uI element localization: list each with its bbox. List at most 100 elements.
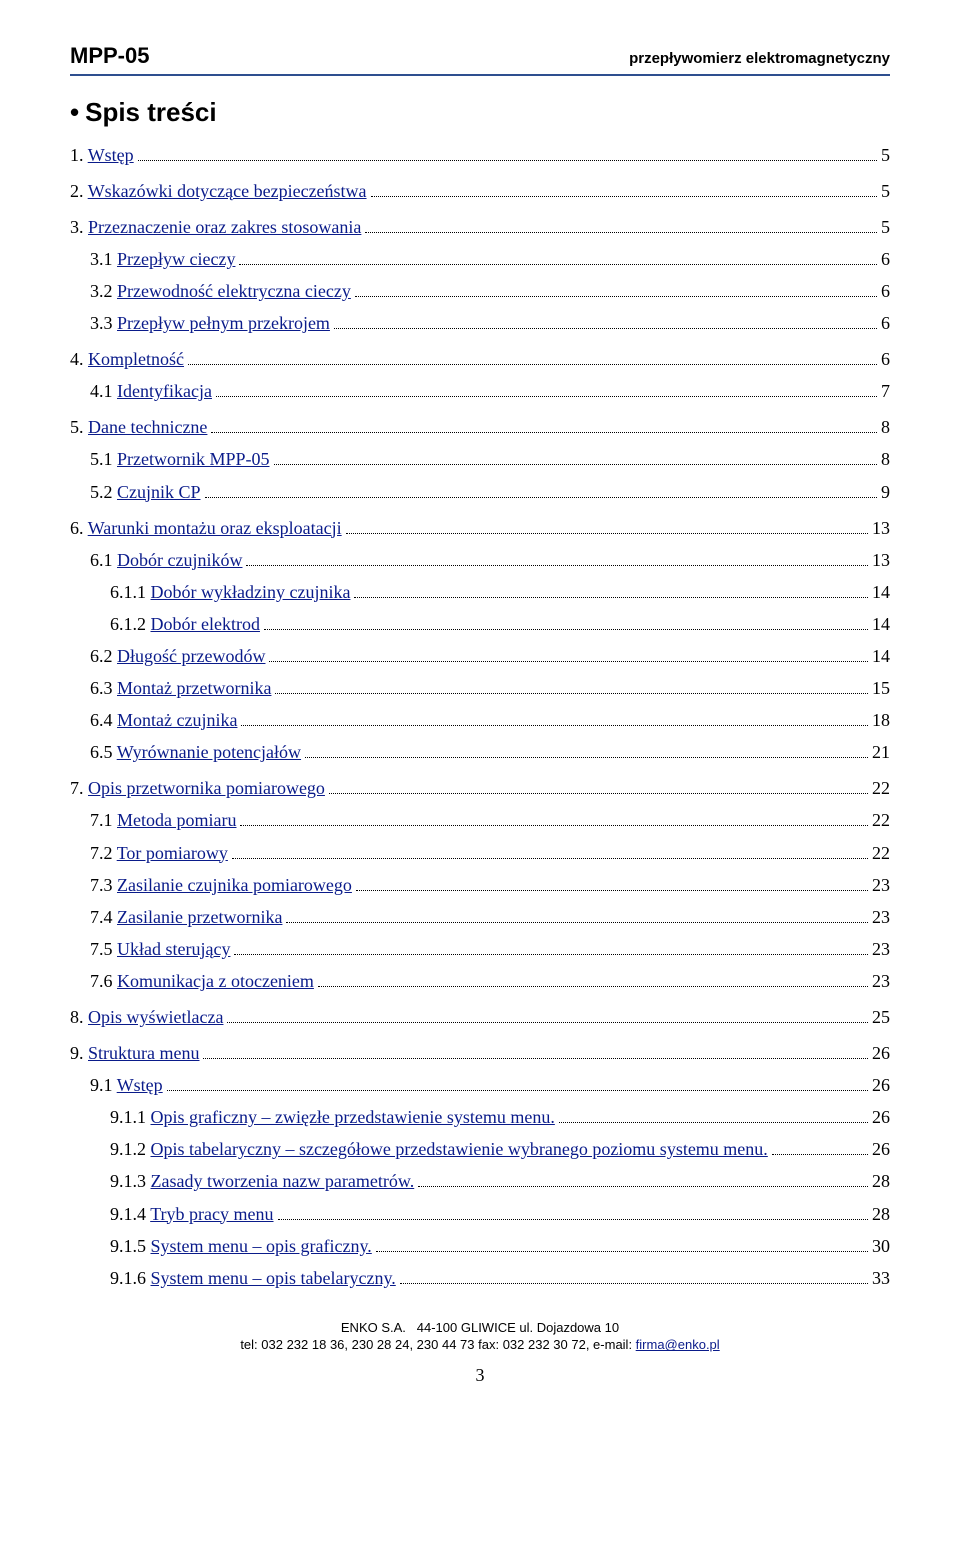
toc-page-number: 8: [881, 446, 890, 472]
toc-entry[interactable]: 9.1.5 System menu – opis graficzny.: [110, 1233, 372, 1259]
toc-row: 7.2 Tor pomiarowy22: [90, 840, 890, 866]
toc-heading-text: Spis treści: [85, 97, 217, 127]
toc-entry[interactable]: 7.3 Zasilanie czujnika pomiarowego: [90, 872, 352, 898]
footer-email-link[interactable]: firma@enko.pl: [636, 1337, 720, 1352]
toc-entry[interactable]: 1. Wstęp: [70, 142, 134, 168]
toc-entry-title[interactable]: Opis przetwornika pomiarowego: [88, 778, 325, 798]
toc-entry-title[interactable]: Komunikacja z otoczeniem: [117, 971, 314, 991]
toc-page-number: 7: [881, 378, 890, 404]
toc-entry-title[interactable]: Wstęp: [88, 145, 134, 165]
toc-entry[interactable]: 6. Warunki montażu oraz eksploatacji: [70, 515, 342, 541]
toc-entry[interactable]: 9.1 Wstęp: [90, 1072, 163, 1098]
toc-entry[interactable]: 9.1.3 Zasady tworzenia nazw parametrów.: [110, 1168, 414, 1194]
toc-page-number: 5: [881, 142, 890, 168]
toc-entry-title[interactable]: Dobór elektrod: [151, 614, 260, 634]
toc-leader-dots: [418, 1171, 868, 1187]
toc-entry-title[interactable]: Identyfikacja: [117, 381, 212, 401]
toc-entry-number: 9.1.4: [110, 1204, 150, 1224]
toc-entry-title[interactable]: Układ sterujący: [117, 939, 230, 959]
toc-entry-title[interactable]: Metoda pomiaru: [117, 810, 236, 830]
toc-entry-title[interactable]: Montaż czujnika: [117, 710, 237, 730]
toc-entry-number: 9.: [70, 1043, 88, 1063]
toc-entry[interactable]: 4. Kompletność: [70, 346, 184, 372]
toc-entry[interactable]: 7.6 Komunikacja z otoczeniem: [90, 968, 314, 994]
toc-entry[interactable]: 9.1.1 Opis graficzny – zwięzłe przedstaw…: [110, 1104, 555, 1130]
toc-entry-title[interactable]: Przepływ cieczy: [117, 249, 235, 269]
toc-entry-title[interactable]: Struktura menu: [88, 1043, 199, 1063]
toc-row: 3.2 Przewodność elektryczna cieczy6: [90, 278, 890, 304]
toc-entry-title[interactable]: Warunki montażu oraz eksploatacji: [88, 518, 342, 538]
toc-list: 1. Wstęp 5 2. Wskazówki dotyczące bezpiec…: [70, 142, 890, 1291]
toc-leader-dots: [241, 710, 868, 726]
toc-entry-title[interactable]: Dane techniczne: [88, 417, 207, 437]
toc-leader-dots: [346, 517, 868, 533]
toc-leader-dots: [246, 550, 868, 566]
toc-entry[interactable]: 2. Wskazówki dotyczące bezpieczeństwa: [70, 178, 367, 204]
toc-entry[interactable]: 3.1 Przepływ cieczy: [90, 246, 235, 272]
toc-entry-title[interactable]: Opis tabelaryczny – szczegółowe przedsta…: [151, 1139, 768, 1159]
toc-entry-title[interactable]: Opis wyświetlacza: [88, 1007, 223, 1027]
toc-entry-number: 4.1: [90, 381, 117, 401]
toc-entry-number: 7.5: [90, 939, 117, 959]
toc-entry[interactable]: 7.5 Układ sterujący: [90, 936, 230, 962]
toc-entry[interactable]: 9.1.4 Tryb pracy menu: [110, 1201, 274, 1227]
toc-entry[interactable]: 6.4 Montaż czujnika: [90, 707, 237, 733]
toc-row: 3.1 Przepływ cieczy6: [90, 246, 890, 272]
toc-entry-title[interactable]: Zasilanie przetwornika: [117, 907, 282, 927]
toc-entry-title[interactable]: Długość przewodów: [117, 646, 265, 666]
toc-entry[interactable]: 6.3 Montaż przetwornika: [90, 675, 271, 701]
toc-entry[interactable]: 9. Struktura menu: [70, 1040, 199, 1066]
toc-entry-title[interactable]: Tryb pracy menu: [150, 1204, 273, 1224]
toc-entry[interactable]: 9.1.2 Opis tabelaryczny – szczegółowe pr…: [110, 1136, 768, 1162]
toc-entry-title[interactable]: Montaż przetwornika: [117, 678, 271, 698]
toc-leader-dots: [234, 939, 868, 955]
toc-entry[interactable]: 9.1.6 System menu – opis tabelaryczny.: [110, 1265, 396, 1291]
toc-entry-title[interactable]: Przewodność elektryczna cieczy: [117, 281, 351, 301]
toc-row: 9.1.2 Opis tabelaryczny – szczegółowe pr…: [110, 1136, 890, 1162]
toc-row: 7. Opis przetwornika pomiarowego 22: [70, 775, 890, 801]
toc-entry[interactable]: 7.1 Metoda pomiaru: [90, 807, 236, 833]
toc-entry-title[interactable]: Zasady tworzenia nazw parametrów.: [151, 1171, 415, 1191]
toc-row: 6.3 Montaż przetwornika15: [90, 675, 890, 701]
toc-entry-title[interactable]: Dobór wykładziny czujnika: [151, 582, 351, 602]
toc-entry[interactable]: 4.1 Identyfikacja: [90, 378, 212, 404]
toc-entry[interactable]: 6.1 Dobór czujników: [90, 547, 242, 573]
toc-entry[interactable]: 5.1 Przetwornik MPP-05: [90, 446, 270, 472]
toc-entry[interactable]: 6.5 Wyrównanie potencjałów: [90, 739, 301, 765]
toc-entry-title[interactable]: System menu – opis tabelaryczny.: [151, 1268, 396, 1288]
toc-entry-number: 8.: [70, 1007, 88, 1027]
toc-entry[interactable]: 7. Opis przetwornika pomiarowego: [70, 775, 325, 801]
toc-entry[interactable]: 6.1.2 Dobór elektrod: [110, 611, 260, 637]
toc-entry-number: 3.: [70, 217, 88, 237]
toc-entry-number: 9.1.1: [110, 1107, 151, 1127]
toc-entry[interactable]: 6.2 Długość przewodów: [90, 643, 265, 669]
toc-entry-number: 3.3: [90, 313, 117, 333]
toc-row: 7.6 Komunikacja z otoczeniem23: [90, 968, 890, 994]
toc-entry[interactable]: 3.3 Przepływ pełnym przekrojem: [90, 310, 330, 336]
toc-entry[interactable]: 5. Dane techniczne: [70, 414, 207, 440]
toc-entry[interactable]: 6.1.1 Dobór wykładziny czujnika: [110, 579, 350, 605]
toc-entry-title[interactable]: Przetwornik MPP-05: [117, 449, 270, 469]
toc-entry-title[interactable]: Dobór czujników: [117, 550, 242, 570]
toc-entry-title[interactable]: Tor pomiarowy: [117, 843, 228, 863]
toc-entry-title[interactable]: Przeznaczenie oraz zakres stosowania: [88, 217, 361, 237]
toc-page-number: 9: [881, 479, 890, 505]
toc-entry-title[interactable]: Czujnik CP: [117, 482, 201, 502]
toc-entry[interactable]: 7.2 Tor pomiarowy: [90, 840, 228, 866]
toc-entry-title[interactable]: Kompletność: [88, 349, 184, 369]
toc-row: 5.1 Przetwornik MPP-05 8: [90, 446, 890, 472]
toc-entry-number: 9.1.5: [110, 1236, 151, 1256]
toc-page-number: 22: [872, 775, 890, 801]
toc-entry[interactable]: 8. Opis wyświetlacza: [70, 1004, 223, 1030]
toc-entry-title[interactable]: Zasilanie czujnika pomiarowego: [117, 875, 352, 895]
toc-entry-title[interactable]: Przepływ pełnym przekrojem: [117, 313, 330, 333]
toc-entry[interactable]: 7.4 Zasilanie przetwornika: [90, 904, 282, 930]
toc-entry-title[interactable]: Wskazówki dotyczące bezpieczeństwa: [88, 181, 367, 201]
toc-entry[interactable]: 3.2 Przewodność elektryczna cieczy: [90, 278, 351, 304]
toc-entry-title[interactable]: Opis graficzny – zwięzłe przedstawienie …: [151, 1107, 555, 1127]
toc-entry[interactable]: 3. Przeznaczenie oraz zakres stosowania: [70, 214, 361, 240]
toc-entry[interactable]: 5.2 Czujnik CP: [90, 479, 201, 505]
toc-entry-title[interactable]: Wstęp: [117, 1075, 163, 1095]
toc-entry-title[interactable]: Wyrównanie potencjałów: [117, 742, 301, 762]
toc-entry-title[interactable]: System menu – opis graficzny.: [151, 1236, 372, 1256]
